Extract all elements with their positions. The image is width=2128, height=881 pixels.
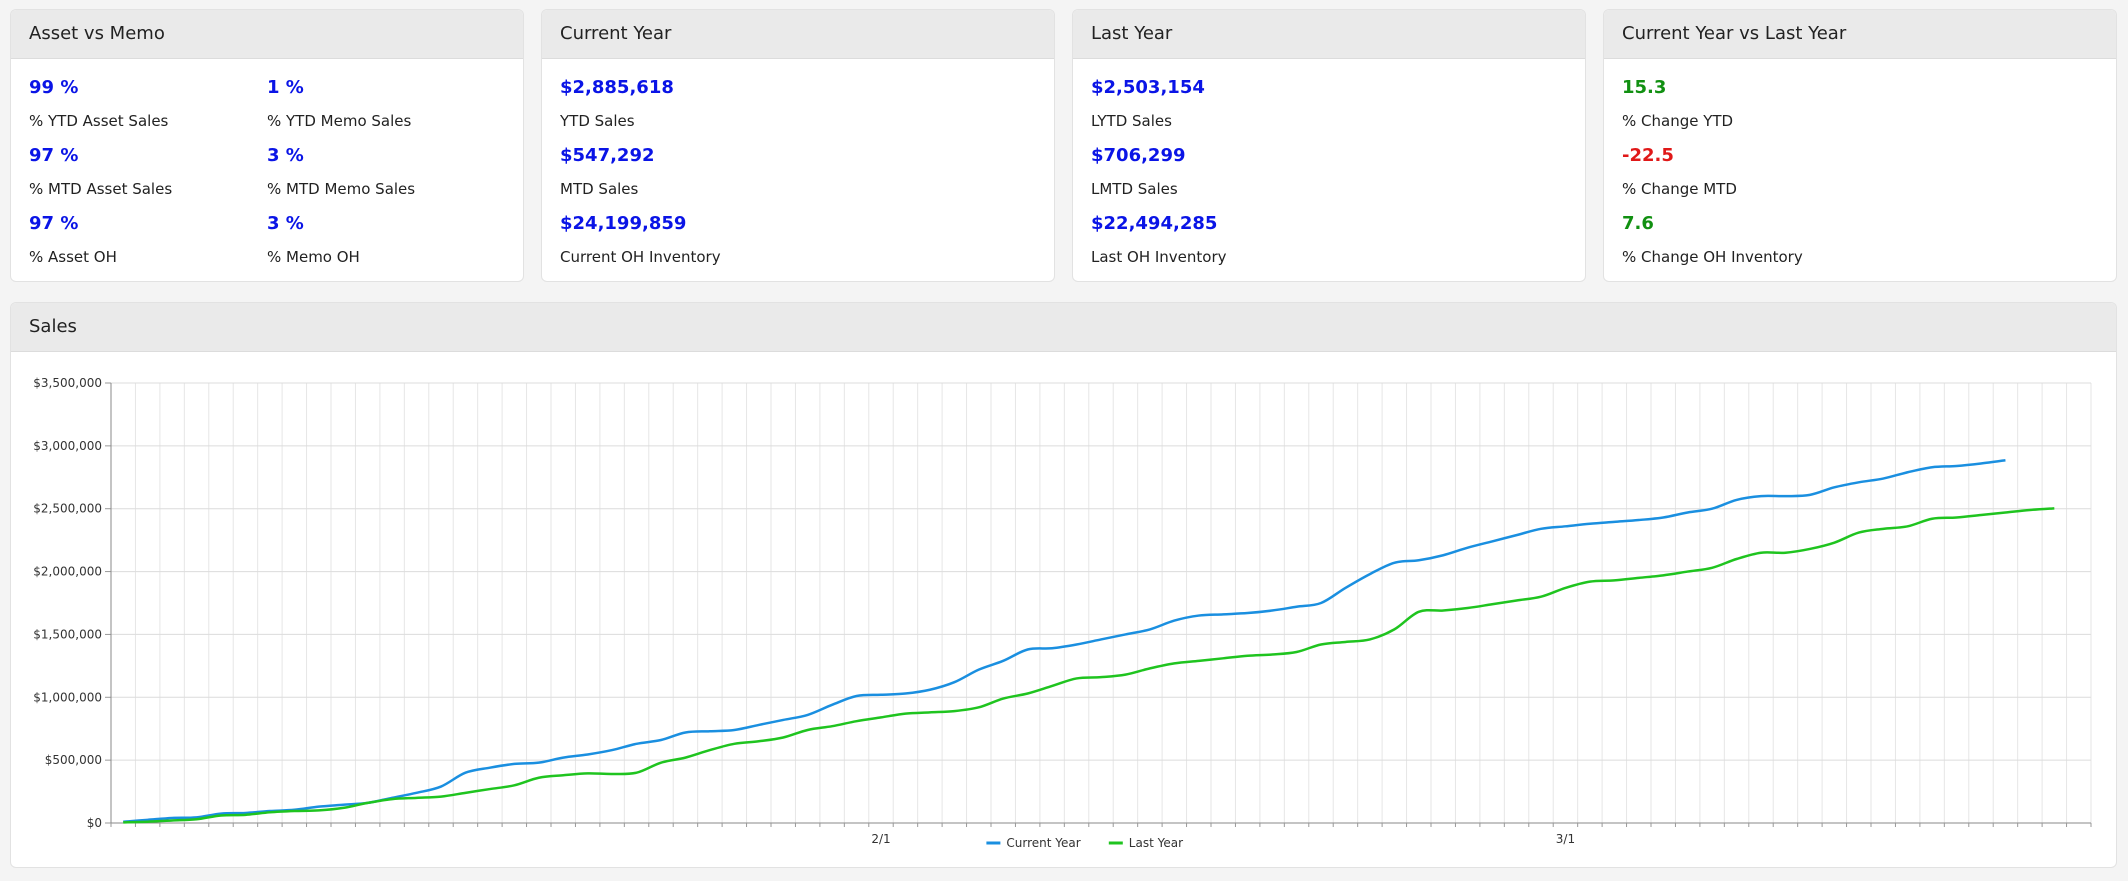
metric-ytd-asset-sales: 99 % % YTD Asset Sales (29, 77, 168, 131)
metric-value: $24,199,859 (560, 213, 687, 234)
metric-label: MTD Sales (560, 180, 639, 198)
metric-label: % Change YTD (1622, 112, 1734, 130)
metric-label: % YTD Asset Sales (29, 112, 169, 130)
metric-change-mtd: -22.5 % Change MTD (1622, 145, 1737, 199)
metric-value: $547,292 (560, 145, 655, 166)
metric-label: LYTD Sales (1091, 112, 1172, 130)
card-title: Asset vs Memo (11, 10, 523, 59)
metric-value: 7.6 (1622, 213, 1654, 234)
card-title: Current Year vs Last Year (1604, 10, 2116, 59)
metric-value: 97 % (29, 145, 79, 166)
card-title: Last Year (1073, 10, 1585, 59)
metric-last-oh-inventory: $22,494,285 Last OH Inventory (1091, 213, 1227, 267)
metric-value: $2,885,618 (560, 77, 674, 98)
y-tick-label: $3,000,000 (33, 439, 102, 453)
card-last-year: Last Year $2,503,154 LYTD Sales $706,299… (1072, 9, 1586, 282)
metric-ytd-sales: $2,885,618 YTD Sales (560, 77, 674, 131)
series-line-last-year (123, 507, 2055, 824)
metric-label: % Asset OH (29, 248, 117, 266)
metric-ytd-memo-sales: 1 % % YTD Memo Sales (267, 77, 411, 131)
metric-label: % MTD Asset Sales (29, 180, 173, 198)
legend-label-last-year: Last Year (1129, 836, 1183, 850)
metric-memo-oh: 3 % % Memo OH (267, 213, 360, 267)
metric-value: 97 % (29, 213, 79, 234)
legend-label-current-year: Current Year (1006, 836, 1080, 850)
y-tick-label: $3,500,000 (33, 376, 102, 390)
metric-value: 15.3 (1622, 77, 1667, 98)
metric-value: 1 % (267, 77, 304, 98)
metric-change-ytd: 15.3 % Change YTD (1622, 77, 1733, 131)
metric-lmtd-sales: $706,299 LMTD Sales (1091, 145, 1186, 199)
y-tick-label: $500,000 (45, 753, 102, 767)
y-tick-label: $1,500,000 (33, 627, 102, 641)
y-tick-label: $0 (87, 816, 102, 830)
metric-value: 3 % (267, 213, 304, 234)
x-tick-label: 3/1 (1556, 832, 1575, 846)
card-current-vs-last-year: Current Year vs Last Year 15.3 % Change … (1603, 9, 2117, 282)
metric-lytd-sales: $2,503,154 LYTD Sales (1091, 77, 1205, 131)
metric-value: $22,494,285 (1091, 213, 1218, 234)
card-asset-vs-memo: Asset vs Memo 99 % % YTD Asset Sales 1 %… (10, 9, 524, 282)
metric-asset-oh: 97 % % Asset OH (29, 213, 117, 267)
metric-mtd-sales: $547,292 MTD Sales (560, 145, 655, 199)
sales-panel: Sales $0 $500,000 $1,000,000 $1,500,000 $2,0… (10, 302, 2117, 868)
y-tick-label: $2,000,000 (33, 565, 102, 579)
series-line-current-year (123, 458, 2006, 823)
metric-value: $2,503,154 (1091, 77, 1205, 98)
metric-label: % Change MTD (1622, 180, 1737, 198)
card-title: Current Year (542, 10, 1054, 59)
metric-value: -22.5 (1622, 145, 1674, 166)
metric-value: 3 % (267, 145, 304, 166)
sales-chart: $0 $500,000 $1,000,000 $1,500,000 $2,000,000… (33, 376, 2092, 850)
metric-mtd-asset-sales: 97 % % MTD Asset Sales (29, 145, 172, 199)
metric-mtd-memo-sales: 3 % % MTD Memo Sales (267, 145, 415, 199)
metric-label: % Change OH Inventory (1622, 248, 1803, 266)
metric-label: Current OH Inventory (560, 248, 721, 266)
card-current-year: Current Year $2,885,618 YTD Sales $547,2… (541, 9, 1055, 282)
metric-value: 99 % (29, 77, 79, 98)
metric-label: % Memo OH (267, 248, 360, 266)
metric-label: % YTD Memo Sales (267, 112, 412, 130)
metric-current-oh-inventory: $24,199,859 Current OH Inventory (560, 213, 721, 267)
metric-label: Last OH Inventory (1091, 248, 1227, 266)
y-tick-label: $2,500,000 (33, 502, 102, 516)
y-tick-label: $1,000,000 (33, 690, 102, 704)
metric-label: LMTD Sales (1091, 180, 1178, 198)
metric-label: % MTD Memo Sales (267, 180, 416, 198)
sales-panel-title: Sales (11, 303, 2116, 352)
metric-change-oh-inventory: 7.6 % Change OH Inventory (1622, 213, 1803, 267)
metric-label: YTD Sales (560, 112, 635, 130)
x-tick-label: 2/1 (871, 832, 890, 846)
metric-value: $706,299 (1091, 145, 1186, 166)
